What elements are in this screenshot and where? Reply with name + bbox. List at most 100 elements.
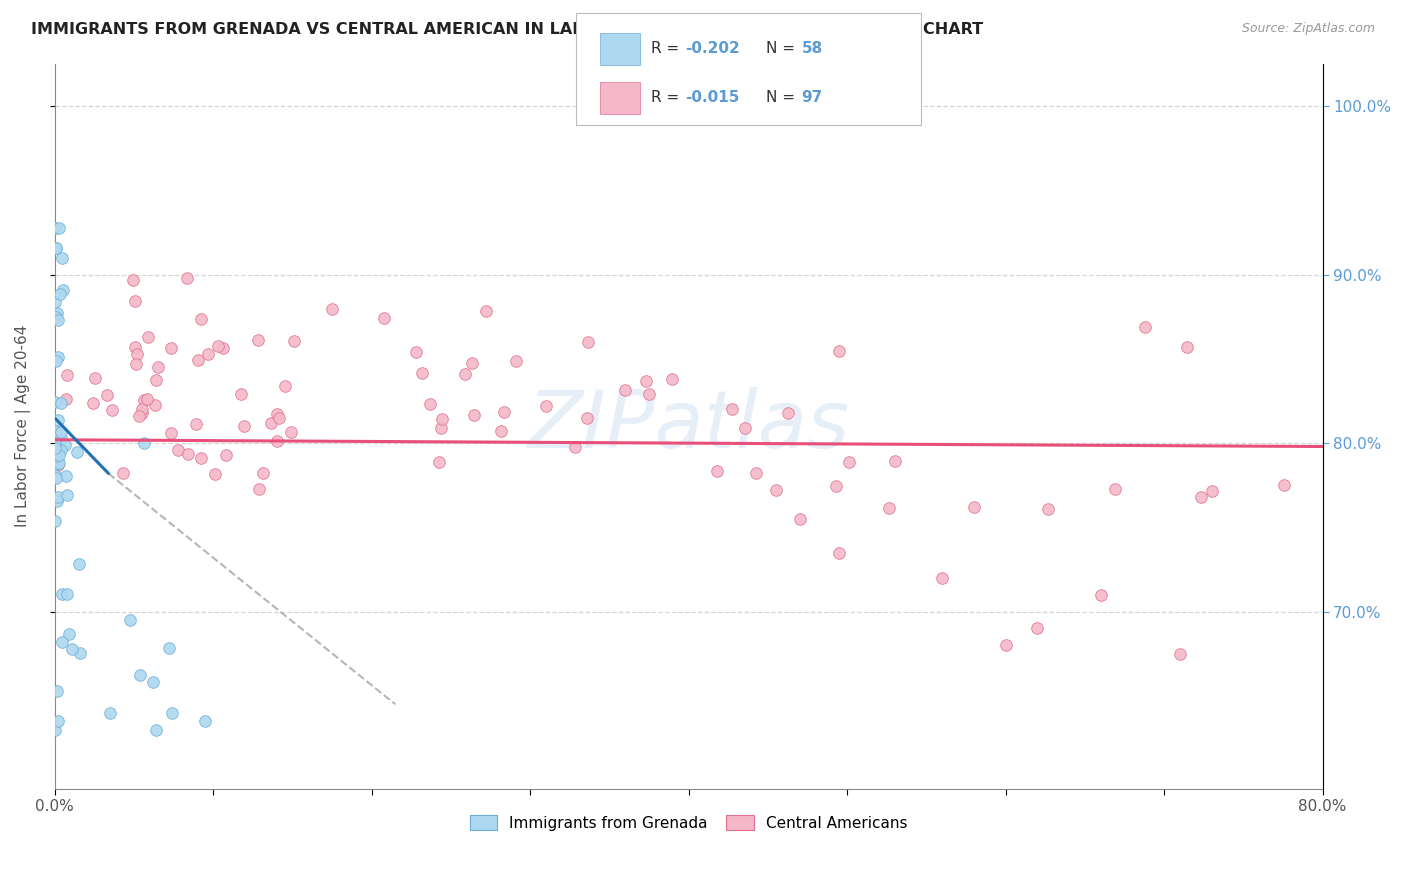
Point: [190, 450, 212, 465]
Point: [454, 367, 477, 381]
Point: [1201, 484, 1223, 499]
Point: [44, 294, 66, 309]
Point: [613, 383, 636, 397]
Point: [505, 354, 527, 368]
Point: [45, 241, 67, 255]
Point: [260, 416, 283, 430]
Point: [1090, 588, 1112, 602]
Point: [776, 406, 799, 420]
Text: -0.202: -0.202: [685, 41, 740, 56]
Point: [45, 471, 67, 485]
Point: [249, 482, 271, 496]
Point: [575, 410, 598, 425]
Point: [1175, 340, 1198, 354]
Point: [124, 340, 146, 354]
Point: [419, 397, 441, 411]
Text: R =: R =: [651, 90, 685, 105]
Point: [44, 221, 66, 235]
Point: [215, 448, 238, 462]
Point: [48, 448, 70, 462]
Point: [49, 425, 72, 439]
Point: [638, 387, 661, 401]
Point: [145, 373, 167, 387]
Point: [56, 488, 79, 502]
Point: [167, 443, 190, 458]
Point: [44, 442, 66, 456]
Point: [45, 425, 67, 440]
Point: [135, 392, 157, 407]
Point: [994, 638, 1017, 652]
Text: Source: ZipAtlas.com: Source: ZipAtlas.com: [1241, 22, 1375, 36]
Point: [634, 374, 657, 388]
Text: R =: R =: [651, 41, 685, 56]
Point: [55, 587, 77, 601]
Point: [828, 344, 851, 359]
Legend: Immigrants from Grenada, Central Americans: Immigrants from Grenada, Central America…: [465, 810, 912, 835]
Point: [232, 418, 254, 433]
Point: [98, 706, 121, 720]
Point: [49, 442, 72, 457]
Point: [373, 311, 395, 326]
Text: N =: N =: [766, 41, 800, 56]
Point: [46, 714, 69, 728]
Point: [49, 431, 72, 445]
Point: [283, 334, 305, 349]
Point: [187, 353, 209, 368]
Point: [1133, 320, 1156, 334]
Point: [46, 490, 69, 504]
Point: [48, 456, 70, 470]
Point: [411, 366, 433, 380]
Point: [1038, 502, 1060, 516]
Point: [475, 304, 498, 318]
Point: [125, 346, 148, 360]
Point: [46, 458, 69, 473]
Point: [55, 368, 77, 382]
Point: [184, 417, 207, 431]
Point: [131, 406, 153, 420]
Point: [44, 458, 66, 472]
Point: [45, 306, 67, 320]
Point: [576, 334, 599, 349]
Point: [45, 241, 67, 255]
Point: [48, 221, 70, 235]
Point: [661, 372, 683, 386]
Point: [207, 339, 229, 353]
Point: [405, 345, 427, 359]
Point: [432, 411, 454, 425]
Point: [789, 512, 811, 526]
Point: [118, 613, 141, 627]
Point: [564, 440, 586, 454]
Point: [157, 641, 180, 656]
Point: [269, 411, 291, 425]
Point: [266, 408, 288, 422]
Point: [229, 386, 252, 401]
Point: [204, 467, 226, 481]
Point: [1272, 478, 1295, 492]
Point: [128, 409, 150, 423]
Point: [461, 356, 484, 370]
Point: [1104, 482, 1126, 496]
Point: [884, 454, 907, 468]
Point: [49, 395, 72, 409]
Point: [125, 357, 148, 371]
Point: [1026, 622, 1049, 636]
Point: [963, 500, 986, 514]
Point: [44, 514, 66, 528]
Point: [266, 434, 288, 448]
Point: [280, 425, 302, 440]
Point: [744, 466, 766, 480]
Text: 58: 58: [801, 41, 823, 56]
Point: [48, 443, 70, 458]
Point: [489, 424, 512, 438]
Point: [44, 452, 66, 467]
Point: [112, 466, 135, 480]
Point: [143, 398, 166, 412]
Point: [55, 468, 77, 483]
Point: [721, 401, 744, 416]
Point: [46, 350, 69, 364]
Point: [838, 455, 860, 469]
Point: [46, 413, 69, 427]
Point: [84, 371, 107, 385]
Point: [427, 455, 450, 469]
Point: [53, 438, 76, 452]
